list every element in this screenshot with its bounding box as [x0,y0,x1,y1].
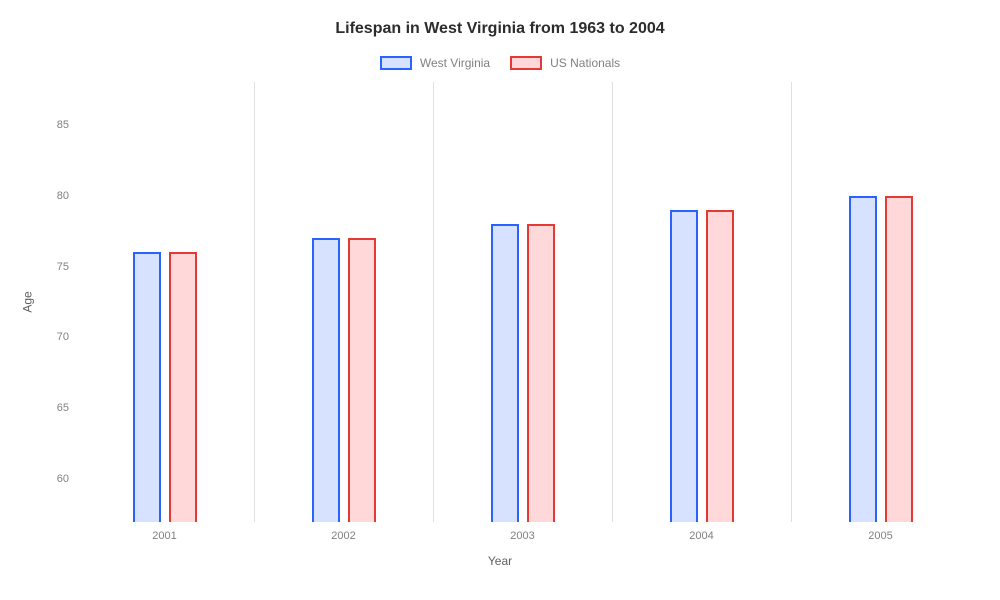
legend-label-1: US Nationals [550,56,620,70]
bar [670,210,698,522]
bar [348,238,376,522]
legend-item-1: US Nationals [510,56,620,70]
y-tick: 70 [39,331,69,343]
legend: West Virginia US Nationals [0,56,1000,70]
bar [169,252,197,522]
gridline-vertical [612,82,613,522]
y-tick: 80 [39,190,69,202]
legend-label-0: West Virginia [420,56,490,70]
gridline-vertical [433,82,434,522]
bar [491,224,519,522]
y-tick: 85 [39,119,69,131]
chart-container: Lifespan in West Virginia from 1963 to 2… [0,0,1000,600]
gridline-vertical [254,82,255,522]
y-tick: 60 [39,473,69,485]
x-axis-label: Year [0,554,1000,568]
x-tick: 2003 [510,530,534,542]
gridline-vertical [791,82,792,522]
y-tick: 75 [39,261,69,273]
y-axis-label: Age [21,291,35,312]
legend-swatch-1 [510,56,542,70]
x-tick: 2001 [152,530,176,542]
x-tick: 2005 [868,530,892,542]
legend-swatch-0 [380,56,412,70]
bar [312,238,340,522]
bar [133,252,161,522]
bar [706,210,734,522]
x-tick: 2004 [689,530,713,542]
legend-item-0: West Virginia [380,56,490,70]
plot-area: 60657075808520012002200320042005 [75,82,970,522]
bar [849,196,877,522]
plot-wrap: Age 60657075808520012002200320042005 [75,82,970,522]
bar [885,196,913,522]
y-tick: 65 [39,402,69,414]
bar [527,224,555,522]
chart-title: Lifespan in West Virginia from 1963 to 2… [0,20,1000,38]
x-tick: 2002 [331,530,355,542]
